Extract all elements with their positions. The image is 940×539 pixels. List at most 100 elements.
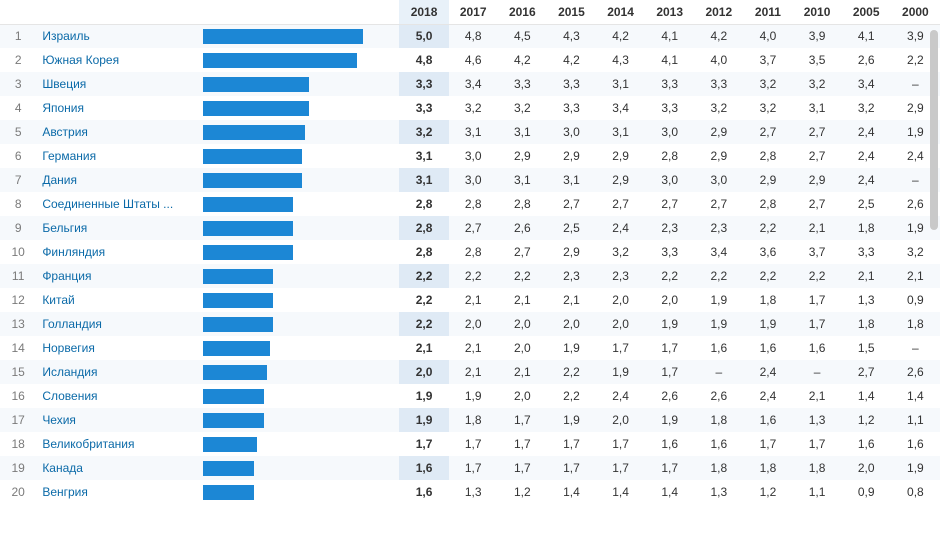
header-blank [197, 0, 400, 24]
country-link[interactable]: Великобритания [42, 437, 134, 451]
value-cell: 2,8 [399, 216, 448, 240]
value-cell: 4,1 [842, 24, 891, 48]
value-cell: 1,7 [596, 336, 645, 360]
country-link[interactable]: Соединенные Штаты ... [42, 197, 173, 211]
value-cell: 4,0 [743, 24, 792, 48]
value-cell: 1,6 [694, 336, 743, 360]
header-year[interactable]: 2011 [743, 0, 792, 24]
value-cell: 2,9 [596, 168, 645, 192]
value-cell: 3,0 [694, 168, 743, 192]
header-year[interactable]: 2000 [891, 0, 940, 24]
value-cell: 2,1 [547, 288, 596, 312]
header-year[interactable]: 2016 [498, 0, 547, 24]
bar-cell [197, 384, 400, 408]
value-cell: 2,4 [842, 120, 891, 144]
rank-cell: 7 [0, 168, 36, 192]
value-bar [203, 125, 305, 140]
value-cell: 1,1 [792, 480, 841, 504]
value-cell: 2,9 [694, 144, 743, 168]
value-cell: 2,8 [743, 144, 792, 168]
value-cell: 2,1 [792, 384, 841, 408]
country-link[interactable]: Франция [42, 269, 91, 283]
value-cell: 2,7 [792, 144, 841, 168]
header-year[interactable]: 2013 [645, 0, 694, 24]
country-link[interactable]: Япония [42, 101, 84, 115]
bar-cell [197, 432, 400, 456]
value-cell: 3,0 [449, 144, 498, 168]
table-row: 20Венгрия1,61,31,21,41,41,41,31,21,10,90… [0, 480, 940, 504]
value-cell: 2,2 [399, 264, 448, 288]
value-cell: 4,6 [449, 48, 498, 72]
table-row: 3Швеция3,33,43,33,33,13,33,33,23,23,4– [0, 72, 940, 96]
country-link[interactable]: Бельгия [42, 221, 87, 235]
value-cell: 3,3 [399, 72, 448, 96]
country-link[interactable]: Китай [42, 293, 74, 307]
value-cell: 3,5 [792, 48, 841, 72]
header-year[interactable]: 2015 [547, 0, 596, 24]
value-bar [203, 437, 257, 452]
rank-cell: 2 [0, 48, 36, 72]
value-cell: 4,5 [498, 24, 547, 48]
value-cell: 1,9 [891, 456, 940, 480]
value-cell: 2,3 [547, 264, 596, 288]
country-cell: Исландия [36, 360, 196, 384]
header-year[interactable]: 2014 [596, 0, 645, 24]
value-cell: 3,4 [694, 240, 743, 264]
table-row: 8Соединенные Штаты ...2,82,82,82,72,72,7… [0, 192, 940, 216]
value-cell: 1,6 [399, 480, 448, 504]
value-bar [203, 317, 273, 332]
header-year[interactable]: 2017 [449, 0, 498, 24]
value-cell: 2,1 [449, 288, 498, 312]
value-cell: 1,8 [694, 408, 743, 432]
value-cell: 1,7 [547, 432, 596, 456]
country-link[interactable]: Германия [42, 149, 96, 163]
value-cell: 0,9 [842, 480, 891, 504]
value-cell: 3,3 [645, 96, 694, 120]
country-link[interactable]: Австрия [42, 125, 88, 139]
value-cell: 2,6 [694, 384, 743, 408]
value-cell: 3,1 [449, 120, 498, 144]
header-year[interactable]: 2012 [694, 0, 743, 24]
country-link[interactable]: Дания [42, 173, 77, 187]
value-cell: 1,4 [596, 480, 645, 504]
country-link[interactable]: Израиль [42, 29, 89, 43]
value-cell: 3,2 [842, 96, 891, 120]
country-link[interactable]: Норвегия [42, 341, 95, 355]
country-link[interactable]: Финляндия [42, 245, 105, 259]
table-row: 10Финляндия2,82,82,72,93,23,33,43,63,73,… [0, 240, 940, 264]
value-bar [203, 101, 309, 116]
value-cell: 3,3 [498, 72, 547, 96]
value-cell: 1,7 [792, 312, 841, 336]
value-cell: 2,9 [596, 144, 645, 168]
table-row: 15Исландия2,02,12,12,21,91,7–2,4–2,72,6 [0, 360, 940, 384]
rank-cell: 4 [0, 96, 36, 120]
rank-cell: 5 [0, 120, 36, 144]
header-year[interactable]: 2010 [792, 0, 841, 24]
vertical-scrollbar[interactable] [930, 30, 938, 230]
value-bar [203, 413, 264, 428]
country-link[interactable]: Южная Корея [42, 53, 119, 67]
value-cell: 1,4 [645, 480, 694, 504]
country-link[interactable]: Исландия [42, 365, 97, 379]
country-link[interactable]: Канада [42, 461, 83, 475]
country-link[interactable]: Словения [42, 389, 97, 403]
country-link[interactable]: Чехия [42, 413, 76, 427]
country-link[interactable]: Венгрия [42, 485, 88, 499]
value-cell: 3,3 [399, 96, 448, 120]
country-link[interactable]: Швеция [42, 77, 86, 91]
table-row: 7Дания3,13,03,13,12,93,03,02,92,92,4– [0, 168, 940, 192]
country-link[interactable]: Голландия [42, 317, 102, 331]
value-cell: 1,7 [596, 456, 645, 480]
country-cell: Германия [36, 144, 196, 168]
bar-cell [197, 336, 400, 360]
rank-cell: 12 [0, 288, 36, 312]
value-cell: 3,9 [792, 24, 841, 48]
header-year[interactable]: 2018 [399, 0, 448, 24]
bar-cell [197, 360, 400, 384]
value-cell: 1,9 [743, 312, 792, 336]
header-year[interactable]: 2005 [842, 0, 891, 24]
value-cell: 1,6 [842, 432, 891, 456]
value-cell: 2,8 [645, 144, 694, 168]
value-cell: 2,2 [743, 216, 792, 240]
ranking-table-container: 2018201720162015201420132012201120102005… [0, 0, 940, 504]
